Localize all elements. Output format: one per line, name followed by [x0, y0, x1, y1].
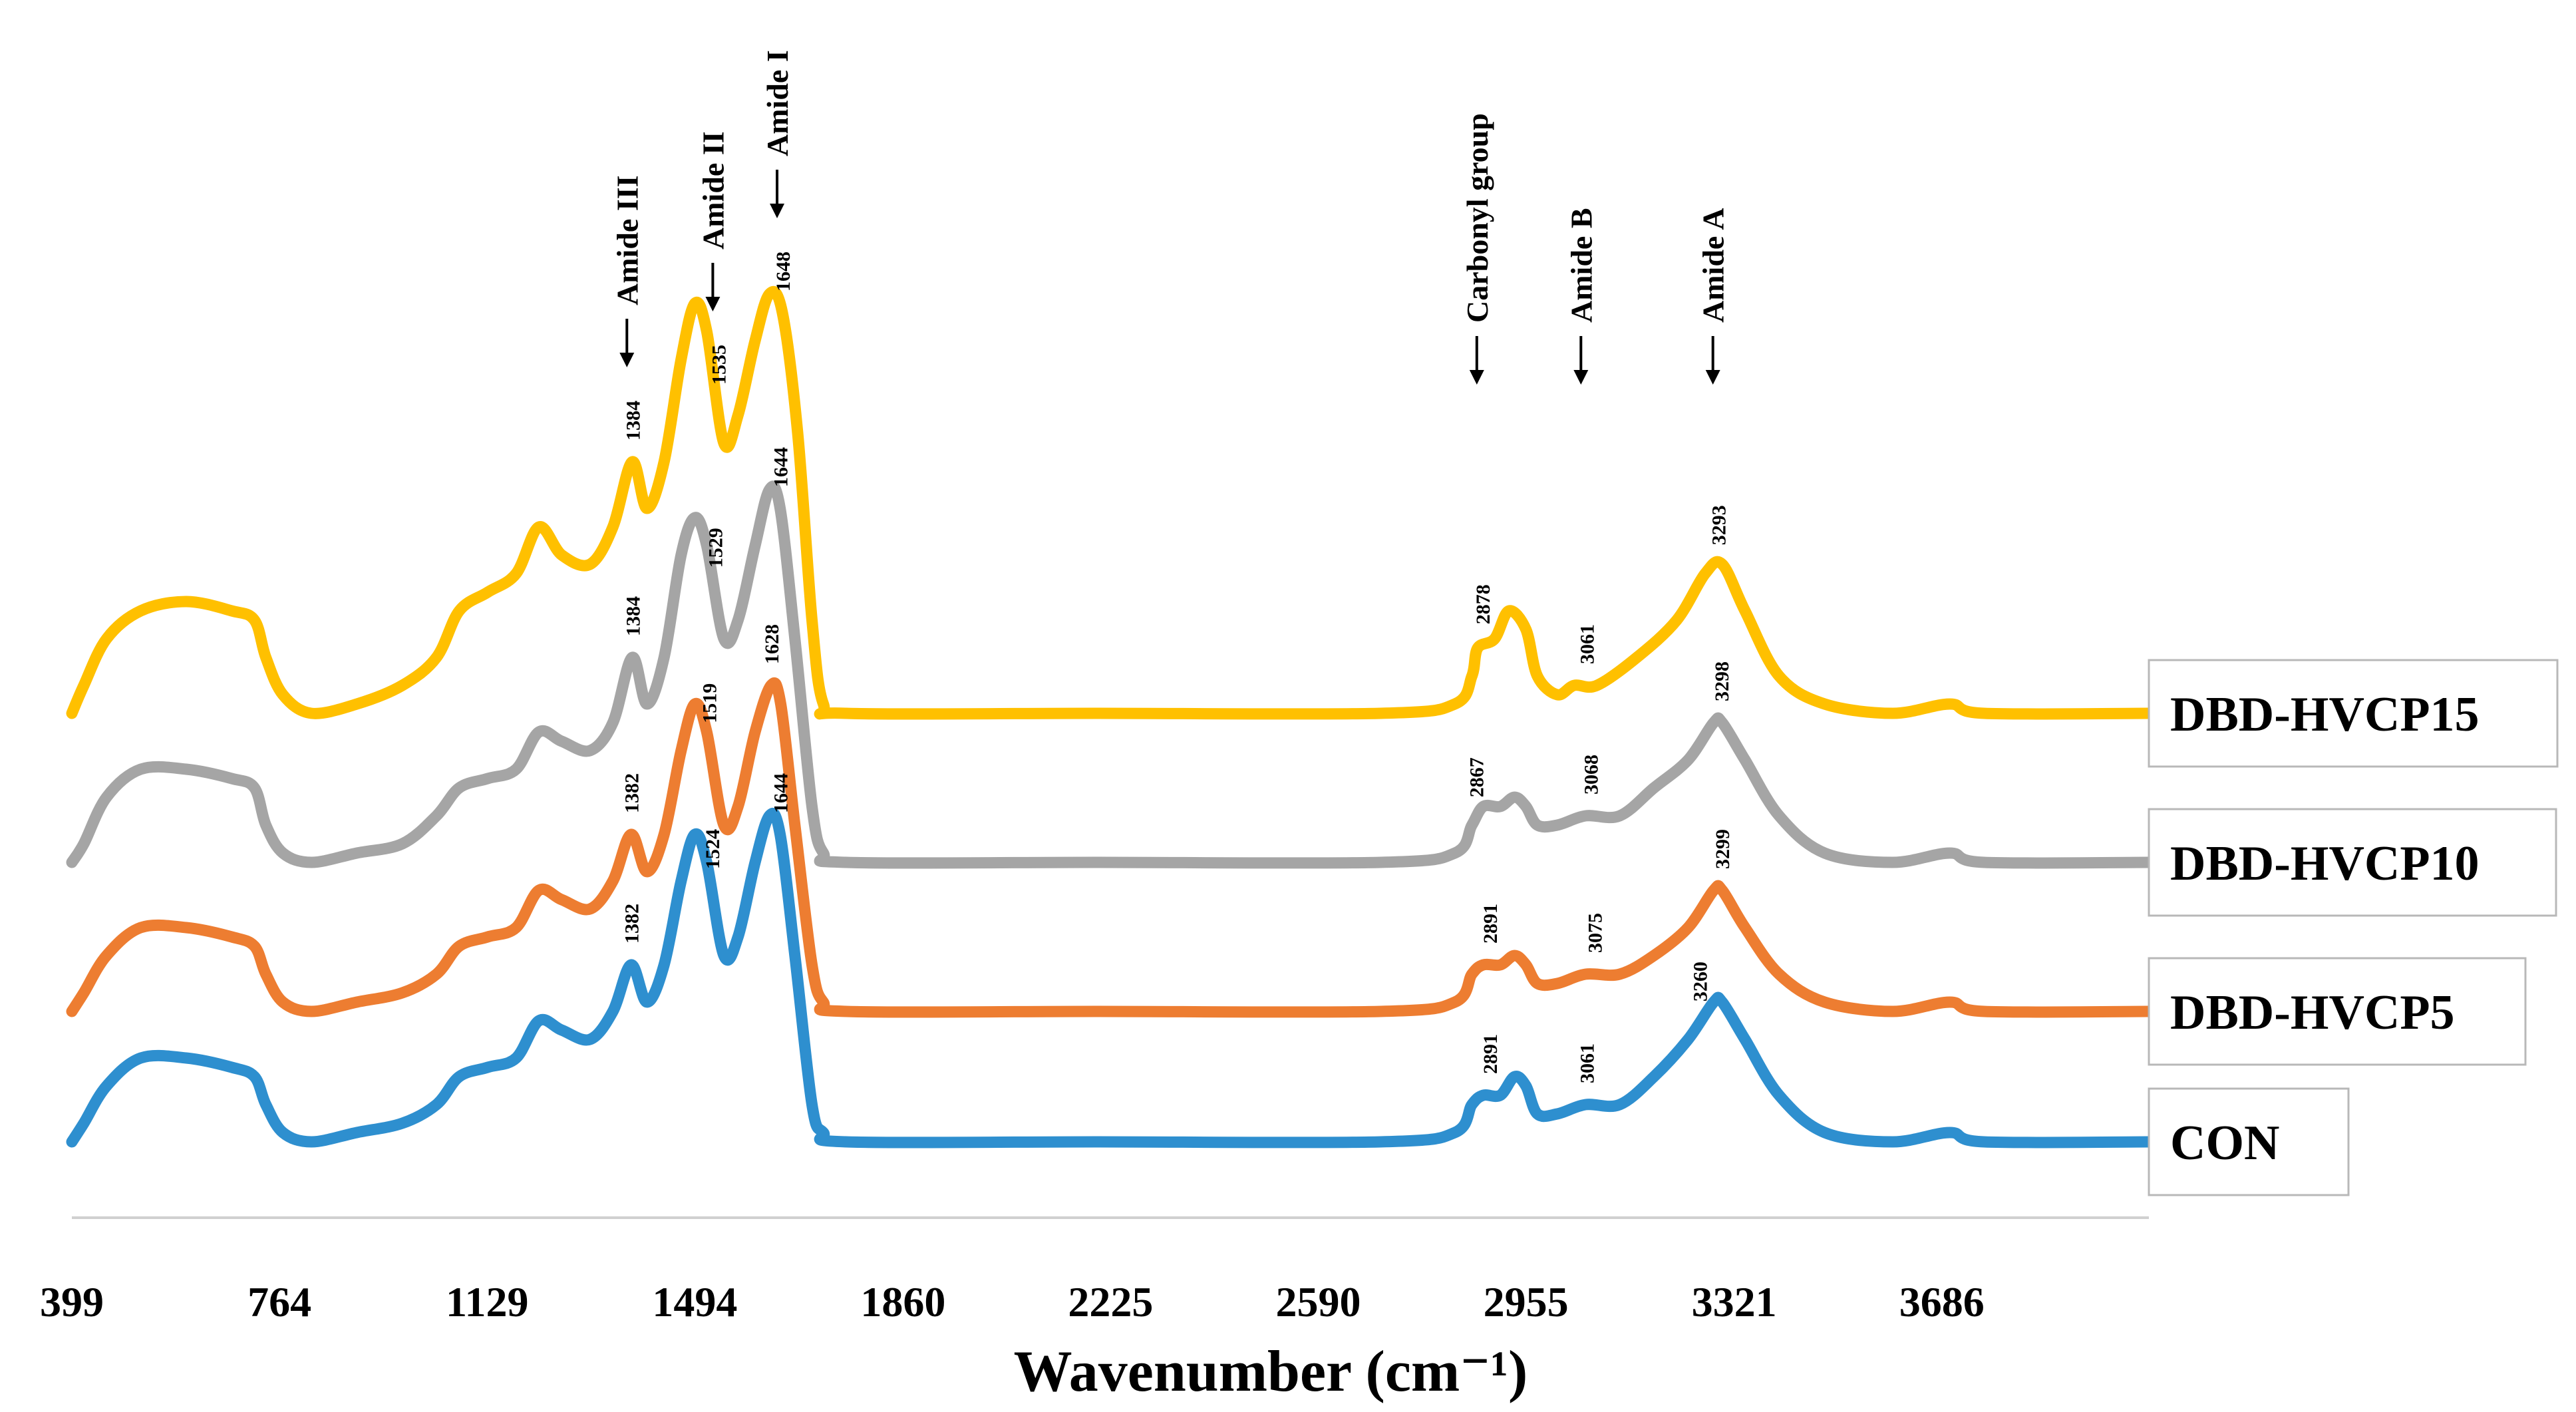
region-annotation: Amide A — [1696, 208, 1730, 385]
peak-label: 1519 — [699, 683, 721, 723]
x-tick-label: 1494 — [652, 1278, 737, 1325]
peak-label: 3298 — [1711, 661, 1733, 701]
region-label: Amide A — [1696, 208, 1730, 323]
peak-label: 1535 — [708, 345, 730, 385]
arrow-head-icon — [770, 204, 785, 218]
peak-label: 1628 — [761, 624, 783, 664]
legend-item: CON — [2148, 1087, 2350, 1196]
arrow-head-icon — [1573, 370, 1589, 385]
legend-item: DBD-HVCP15 — [2148, 659, 2559, 768]
arrow-head-icon — [1705, 370, 1720, 385]
x-tick-label: 2590 — [1276, 1278, 1361, 1325]
peak-label: 1382 — [621, 904, 643, 944]
legend-box — [2148, 957, 2527, 1066]
series-layer — [66, 286, 2155, 1148]
peak-label: 2867 — [1466, 757, 1488, 797]
arrow-head-icon — [1469, 370, 1484, 385]
legend-box — [2148, 659, 2559, 768]
legend-label: DBD-HVCP10 — [2170, 836, 2480, 891]
region-annotation: Carbonyl group — [1460, 113, 1494, 385]
peak-label: 3260 — [1690, 962, 1712, 1001]
peak-labels: 1384 1535 1648 2878 3061 3293 1384 1529 1644 2867… — [621, 252, 1734, 1083]
region-annotation: Amide III — [610, 175, 644, 367]
x-tick-label: 399 — [40, 1278, 104, 1325]
x-axis: 399 764 1129 1494 1860 2225 2590 2955 3321 3686 — [40, 1216, 2149, 1325]
peak-label: 1524 — [702, 829, 724, 869]
x-tick-label: 2955 — [1484, 1278, 1569, 1325]
legend-label: CON — [2170, 1116, 2279, 1170]
x-tick-label: 2225 — [1068, 1278, 1153, 1325]
x-tick-label: 1860 — [860, 1278, 945, 1325]
peak-label: 2891 — [1480, 1034, 1502, 1074]
peak-label: 3299 — [1712, 829, 1734, 869]
peak-label: 1384 — [622, 596, 644, 636]
region-label: Amide III — [610, 175, 644, 305]
region-label: Amide II — [696, 131, 730, 250]
region-label: Carbonyl group — [1460, 113, 1494, 323]
peak-label: 1382 — [621, 773, 643, 813]
region-annotation: Amide II — [696, 131, 730, 311]
peak-label: 3293 — [1708, 505, 1730, 545]
legend-box — [2148, 808, 2557, 917]
legend-label: DBD-HVCP15 — [2170, 687, 2480, 742]
region-annotation: Amide I — [760, 50, 794, 218]
region-annotation: Amide B — [1564, 208, 1598, 385]
x-tick-label: 3321 — [1692, 1278, 1777, 1325]
arrow-head-icon — [705, 297, 721, 311]
series-line — [66, 808, 2155, 1148]
peak-label: 3075 — [1584, 913, 1606, 953]
peak-label: 1648 — [772, 252, 794, 291]
peak-label: 3068 — [1580, 755, 1602, 794]
legend-box — [2148, 1087, 2350, 1196]
arrow-head-icon — [619, 353, 635, 367]
x-tick-label: 3686 — [1899, 1278, 1985, 1325]
legend-item: DBD-HVCP5 — [2148, 957, 2527, 1066]
series-line — [66, 677, 2155, 1018]
peak-label: 2891 — [1480, 904, 1502, 944]
peak-label: 3061 — [1576, 1043, 1598, 1083]
x-axis-title: Wavenumber (cm⁻¹) — [1014, 1339, 1528, 1404]
series-line — [66, 286, 2155, 720]
x-tick-label: 764 — [247, 1278, 311, 1325]
region-label: Amide B — [1564, 208, 1598, 323]
region-annotations: Amide III Amide II Amide I Carbonyl group Am… — [610, 50, 1730, 385]
series-line — [66, 480, 2155, 869]
peak-label: 1644 — [770, 773, 792, 813]
peak-label: 1384 — [622, 401, 644, 441]
region-label: Amide I — [760, 50, 794, 156]
peak-label: 1644 — [770, 447, 792, 487]
peak-label: 2878 — [1472, 584, 1494, 624]
x-tick-label: 1129 — [446, 1278, 528, 1325]
peak-label: 1529 — [705, 528, 726, 568]
legend-item: DBD-HVCP10 — [2148, 808, 2557, 917]
peak-label: 3061 — [1576, 624, 1598, 664]
legend-label: DBD-HVCP5 — [2170, 985, 2455, 1040]
legend: DBD-HVCP15 DBD-HVCP10 DBD-HVCP5 CON — [2148, 659, 2559, 1196]
